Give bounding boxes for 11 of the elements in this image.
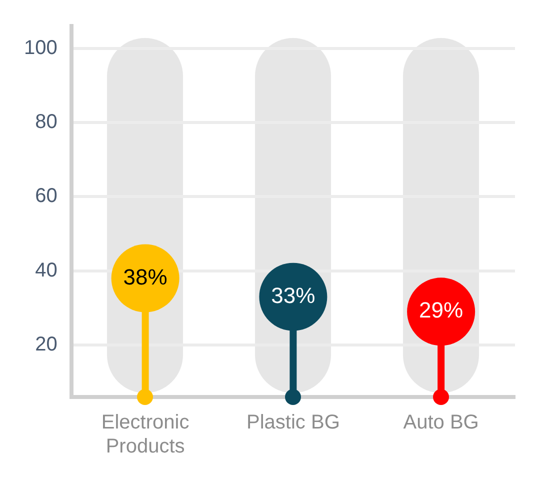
data-label: 38% [123,264,168,290]
y-tick-label: 20 [35,334,58,356]
y-tick-label: 100 [24,36,58,59]
x-tick-label: Electronic Products [101,412,190,458]
data-label: 33% [271,282,316,308]
y-tick-label: 60 [35,185,58,208]
y-tick-label: 40 [35,259,58,282]
x-tick-label: Plastic BG [246,412,340,434]
x-tick-label: Auto BG [403,412,479,434]
data-label: 29% [419,298,464,323]
y-tick-label: 80 [35,110,58,133]
